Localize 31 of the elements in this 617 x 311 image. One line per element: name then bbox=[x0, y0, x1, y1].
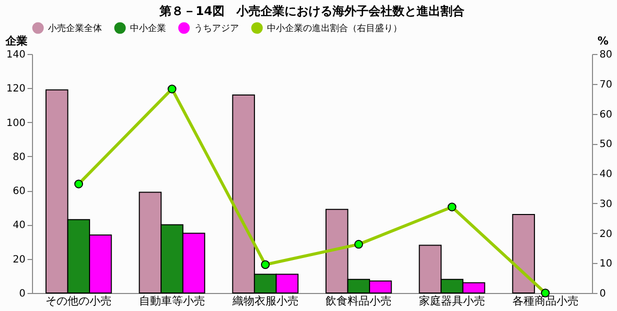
x-tick-label: 飲食料品小売 bbox=[326, 294, 392, 308]
y2-tick-label: 40 bbox=[600, 169, 612, 180]
y2-tick-label: 60 bbox=[600, 109, 612, 120]
y2-tick-label: 20 bbox=[600, 228, 612, 240]
y-tick-label: 100 bbox=[6, 118, 26, 129]
y2-tick-label: 0 bbox=[600, 288, 606, 300]
y2-tick-label: 70 bbox=[600, 79, 612, 90]
y-tick-label: 40 bbox=[12, 220, 26, 232]
y2-axis-title: % bbox=[598, 34, 609, 48]
y2-tick-label: 10 bbox=[600, 258, 612, 270]
chart-title: 第８－14図 小売企業における海外子会社数と進出割合 bbox=[158, 4, 466, 18]
x-tick-label: 自動車等小売 bbox=[139, 294, 205, 308]
y-tick-label: 80 bbox=[12, 152, 26, 163]
x-tick-label: 家庭器具小売 bbox=[419, 294, 485, 308]
x-tick-label: 各種商品小売 bbox=[512, 294, 578, 308]
y-tick-label: 140 bbox=[6, 50, 26, 60]
y2-tick-label: 80 bbox=[600, 50, 612, 60]
legend-label: 中小企業の進出割合（右目盛り） bbox=[267, 23, 402, 34]
legend-label: 小売企業全体 bbox=[48, 23, 102, 34]
legend-label: 中小企業 bbox=[130, 23, 166, 34]
y-tick-label: 60 bbox=[12, 186, 26, 198]
y2-tick-label: 50 bbox=[600, 139, 612, 150]
y-tick-label: 20 bbox=[12, 254, 26, 266]
y2-tick-label: 30 bbox=[600, 198, 612, 210]
y-axis-title: 企業 bbox=[4, 34, 28, 48]
y-tick-label: 120 bbox=[6, 84, 26, 95]
x-tick-label: その他の小売 bbox=[46, 294, 112, 308]
x-tick-label: 織物衣服小売 bbox=[231, 294, 298, 308]
bar bbox=[512, 214, 535, 294]
y-tick-label: 0 bbox=[19, 288, 26, 300]
legend-label: うちアジア bbox=[194, 24, 239, 34]
